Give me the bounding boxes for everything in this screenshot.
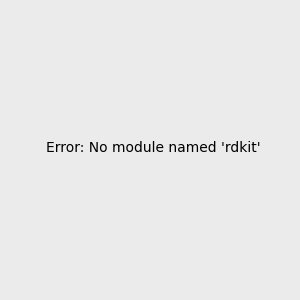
Text: Error: No module named 'rdkit': Error: No module named 'rdkit' [46, 140, 261, 154]
